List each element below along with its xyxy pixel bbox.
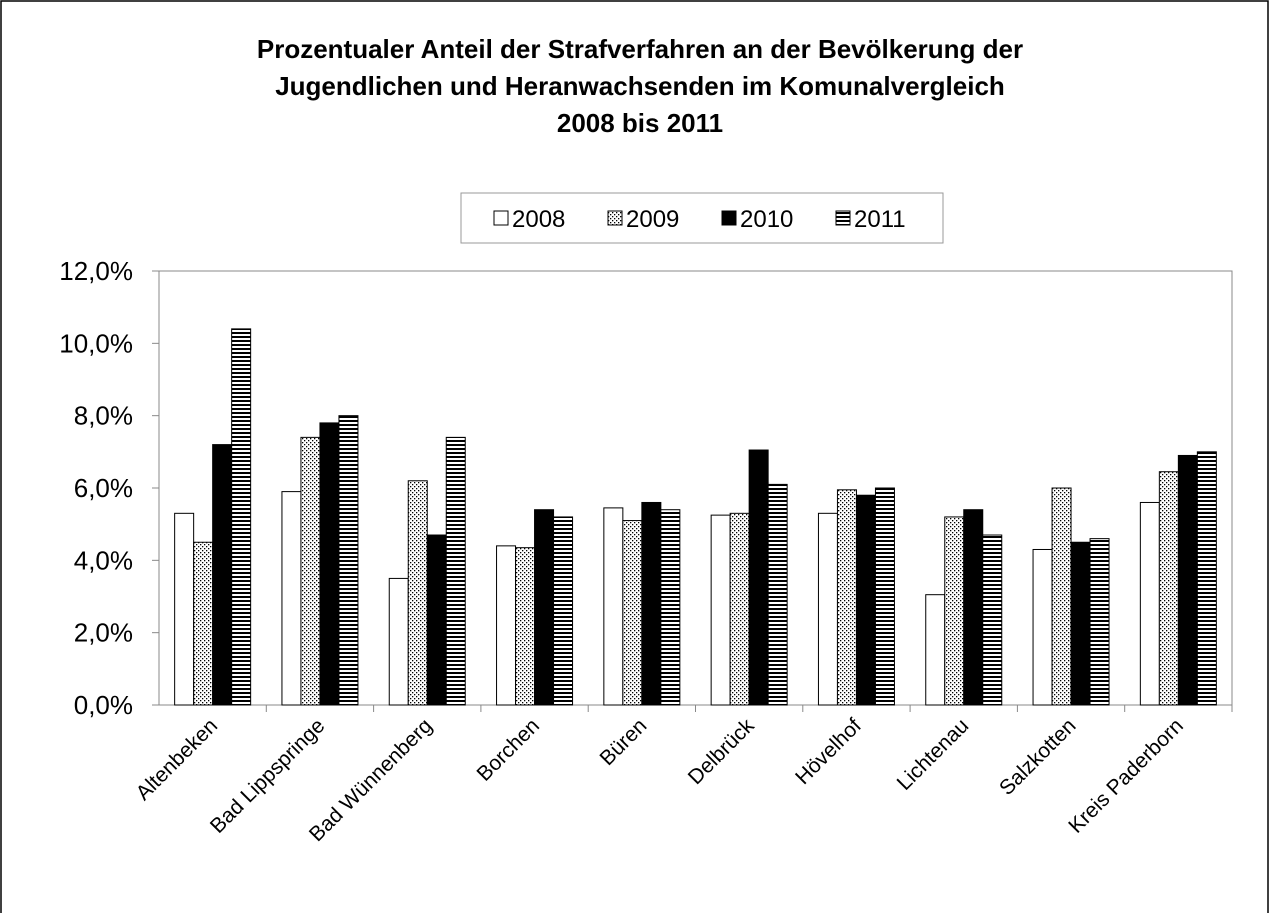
bar [1089,538,1110,706]
bar [1177,454,1198,706]
legend-label: 2009 [626,206,679,233]
y-tick-label: 6,0% [74,473,133,503]
bar [836,489,857,706]
bar [1139,501,1160,706]
legend-label: 2010 [740,206,793,233]
bar [319,422,340,706]
legend-box [460,192,944,244]
bar [641,501,662,706]
bar [1158,471,1179,706]
bar [338,415,359,706]
bar [855,494,876,706]
chart-title-line: 2008 bis 2011 [557,108,723,138]
bar [1032,548,1053,706]
bar [534,509,555,706]
bar [231,328,252,706]
legend-label: 2011 [854,206,906,233]
bar [174,512,195,706]
bar [874,487,895,706]
bar [710,514,731,706]
legend-swatch [835,210,851,226]
y-tick-label: 8,0% [74,401,133,431]
bar [388,577,409,706]
legend-swatch [721,210,737,226]
y-tick-label: 4,0% [74,545,133,575]
bar [1196,451,1217,706]
bar [426,534,447,706]
bar [281,491,302,706]
legend-swatch [607,210,623,226]
bar [1051,487,1072,706]
bar [944,516,965,706]
bar [300,436,321,706]
bar [660,509,681,706]
bar [515,547,536,706]
bar [407,480,428,706]
bar [603,507,624,706]
legend-swatch [493,210,509,226]
bar [1070,541,1091,706]
chart-title-line: Prozentualer Anteil der Strafverfahren a… [257,34,1023,64]
bar [496,545,517,706]
bar [553,516,574,706]
bar [963,509,984,706]
bar [767,483,788,706]
bar [748,449,769,706]
bar [212,444,233,706]
bar [193,541,214,706]
bar [925,594,946,706]
bar [622,520,643,706]
bar [729,512,750,706]
y-tick-label: 2,0% [74,618,133,648]
y-tick-label: 10,0% [59,328,133,358]
y-tick-label: 12,0% [59,256,133,286]
bar [817,512,838,706]
chart-title-line: Jugendlichen und Heranwachsenden im Komu… [275,71,1005,101]
y-tick-label: 0,0% [74,690,133,720]
bar [445,436,466,706]
legend-label: 2008 [512,206,565,233]
bar [982,534,1003,706]
